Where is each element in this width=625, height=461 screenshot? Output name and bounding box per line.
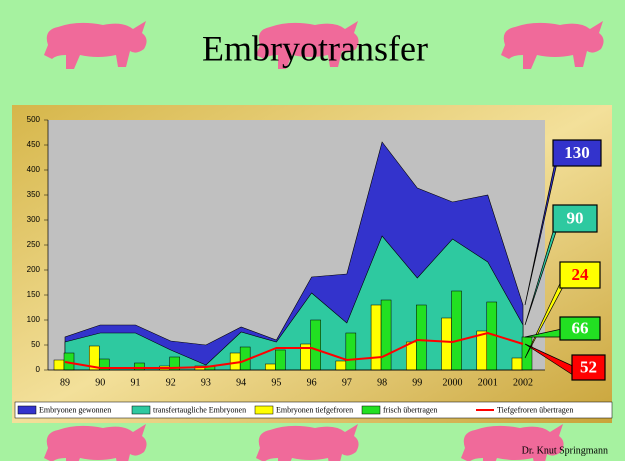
y-tick-label: 50 (31, 340, 40, 349)
y-tick-label: 100 (27, 315, 41, 324)
x-tick-label: 2001 (478, 377, 498, 388)
x-tick-label: 89 (60, 377, 70, 388)
callout-box (552, 204, 598, 233)
legend-swatch (361, 405, 381, 415)
bar (310, 319, 321, 371)
legend-swatch (254, 405, 274, 415)
legend-label: Tiefgefroren übertragen (497, 405, 573, 414)
legend-swatch (131, 405, 151, 415)
legend-label: transfertaugliche Embryonen (153, 405, 246, 414)
callout-label: 24 (572, 265, 590, 284)
legend-label: Embryonen tiefgefroren (276, 405, 353, 414)
area (64, 235, 524, 371)
x-tick-label: 98 (377, 377, 387, 388)
x-tick-label: 90 (95, 377, 105, 388)
bar (476, 330, 488, 371)
callout-label: 90 (567, 208, 584, 227)
bar (370, 304, 382, 371)
callout-box (559, 316, 601, 341)
bar (441, 317, 452, 371)
y-tick-label: 350 (27, 190, 41, 199)
x-tick-label: 97 (342, 377, 352, 388)
legend-swatch (17, 405, 37, 415)
y-tick-label: 0 (36, 365, 41, 374)
x-tick-label: 92 (166, 377, 176, 388)
bar (275, 349, 286, 371)
y-tick-label: 300 (27, 215, 41, 224)
bar (416, 304, 427, 371)
legend (14, 401, 613, 419)
x-tick-label: 91 (130, 377, 140, 388)
footer: Dr. Knut Springmann (522, 445, 608, 456)
x-tick-label: 2002 (513, 377, 533, 388)
legend-label: frisch übertragen (383, 405, 437, 414)
callout-box (559, 261, 601, 289)
bar (345, 332, 357, 371)
x-tick-label: 94 (236, 377, 246, 388)
legend-label: Embryonen gewonnen (39, 405, 111, 414)
bar (406, 341, 417, 371)
x-tick-label: 96 (307, 377, 317, 388)
title: Embryotransfer (202, 28, 428, 68)
y-tick-label: 400 (27, 165, 41, 174)
x-tick-label: 95 (271, 377, 281, 388)
y-tick-label: 200 (27, 265, 41, 274)
callout-box (552, 139, 602, 167)
bar (380, 299, 392, 371)
x-tick-label: 99 (412, 377, 422, 388)
y-tick-label: 250 (27, 240, 41, 249)
bar (53, 359, 65, 371)
bar (451, 290, 462, 371)
bar (511, 357, 523, 371)
x-tick-label: 2000 (443, 377, 463, 388)
callout-box (571, 354, 606, 381)
y-tick-label: 450 (27, 140, 41, 149)
y-tick-label: 500 (27, 115, 41, 124)
callout-label: 130 (564, 143, 590, 162)
x-tick-label: 93 (201, 377, 211, 388)
bar (335, 360, 347, 371)
callout-label: 52 (580, 357, 597, 376)
line (64, 331, 524, 369)
callout-label: 66 (572, 318, 589, 337)
plot: 0 50 100 150 200 250 300 350 400 450 500 89 90 91 92 93… (27, 115, 606, 388)
bar (265, 363, 276, 371)
y-tick-label: 150 (27, 290, 41, 299)
